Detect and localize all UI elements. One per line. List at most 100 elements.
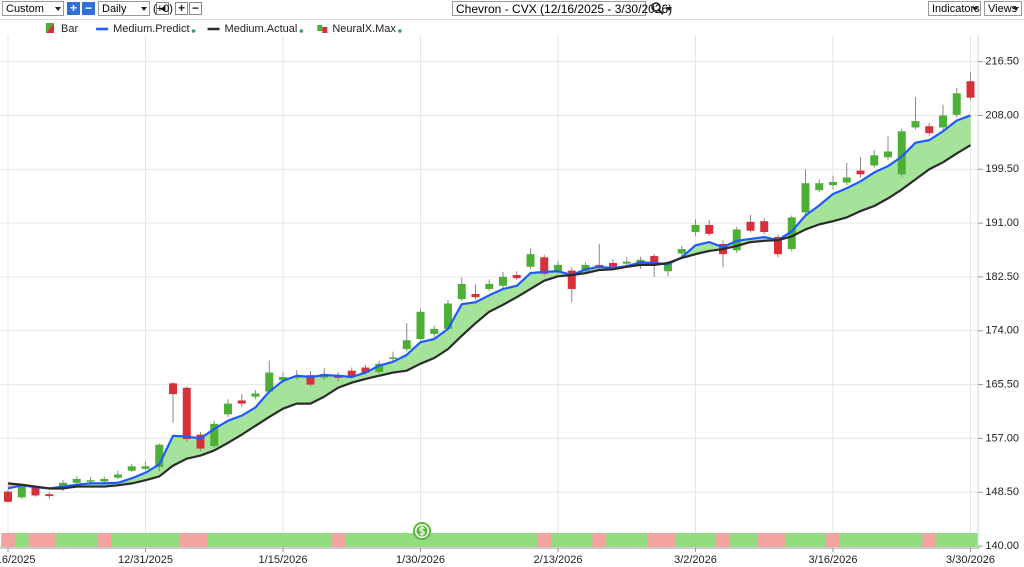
interval-label: Daily [102, 3, 127, 15]
signal-cell [702, 533, 717, 547]
candle-body [169, 383, 177, 395]
views-button[interactable]: Views [984, 1, 1022, 16]
y-tick-label: 208.00 [985, 109, 1019, 121]
signal-cell [441, 533, 456, 547]
signal-cell [111, 533, 126, 547]
candle-body [17, 486, 26, 498]
candle-body [375, 363, 384, 372]
candle-body [650, 256, 659, 264]
x-tick-label: 3/30/2026 [946, 554, 995, 566]
signal-cell [936, 533, 951, 547]
indicators-label: Indicators [932, 3, 980, 15]
candle-body [389, 357, 397, 359]
interval-select[interactable]: Daily [98, 1, 150, 16]
candle-body [897, 131, 906, 175]
signal-cell [922, 533, 937, 547]
legend-icon [322, 27, 328, 33]
x-tick-label: 3/16/2026 [809, 554, 858, 566]
signal-cell [248, 533, 263, 547]
signal-cell [537, 533, 552, 547]
signal-cell [743, 533, 758, 547]
candle-body [485, 283, 494, 289]
x-tick-label: 3/2/2026 [674, 554, 717, 566]
candle-body [114, 474, 122, 478]
candle-body [760, 221, 769, 232]
candle-body [347, 370, 356, 377]
shift-left-button[interactable]: ◂ [156, 2, 169, 15]
chart-title: Chevron - CVX (12/16/2025 - 3/30/2026) [456, 2, 673, 16]
signal-cell [56, 533, 71, 547]
candle-body [925, 126, 934, 134]
offset-minus-button[interactable]: − [189, 2, 202, 15]
signal-cell [716, 533, 731, 547]
y-tick-label: 148.50 [985, 486, 1019, 498]
candle-body [196, 434, 205, 449]
candle-body [774, 237, 782, 255]
candle-body [279, 377, 287, 381]
legend-settings-dot [191, 29, 196, 33]
signal-cell [688, 533, 703, 547]
signal-cell [69, 533, 85, 547]
candle-body [911, 121, 920, 128]
plot-area [0, 35, 980, 548]
signal-cell [784, 533, 800, 547]
signal-cell [97, 533, 112, 547]
candle-body [306, 375, 315, 385]
range-select[interactable]: Custom [2, 1, 64, 16]
signal-cell [138, 533, 153, 547]
candle-body [801, 183, 810, 213]
zoom-out-button[interactable]: − [82, 2, 95, 15]
y-tick-label: 199.50 [985, 163, 1019, 175]
signal-cell [606, 533, 621, 547]
candle-body [224, 403, 232, 415]
offset-plus-button[interactable]: + [175, 2, 188, 15]
signal-cell [592, 533, 607, 547]
signal-cell [826, 533, 841, 547]
signal-cell [798, 533, 813, 547]
y-tick-label: 157.00 [985, 432, 1019, 444]
signal-cell [509, 533, 525, 547]
legend-settings-dot [299, 29, 304, 33]
legend-label: Medium.Predict [113, 23, 189, 35]
search-button[interactable] [650, 1, 674, 17]
y-tick-label: 182.50 [985, 271, 1019, 283]
signal-cell [152, 533, 167, 547]
x-tick-label: 2/13/2026 [534, 554, 583, 566]
signal-cell [166, 533, 181, 547]
y-tick-label: 174.00 [985, 325, 1019, 337]
candle-body [581, 264, 590, 272]
candle-body [45, 494, 54, 497]
signal-cell [812, 533, 827, 547]
zoom-in-button[interactable]: + [67, 2, 80, 15]
candle-body [127, 466, 136, 471]
symbol-box[interactable]: Chevron - CVX (12/16/2025 - 3/30/2026) [452, 1, 672, 16]
signal-cell [633, 533, 648, 547]
offset-label: (+0) [153, 3, 173, 15]
signal-cell [262, 533, 277, 547]
candle-body [86, 480, 95, 482]
candle-body [870, 155, 879, 166]
candle-body [4, 491, 12, 502]
candle-body [966, 81, 975, 98]
candle-body [499, 276, 507, 286]
candle-body [402, 340, 411, 350]
candle-body [609, 263, 617, 267]
signal-cell [482, 533, 497, 547]
line-series [7, 144, 972, 490]
signal-cell [647, 533, 662, 547]
signal-cell [949, 533, 965, 547]
axes: 140.00 148.50 157.00 165.50 174.00 182.50 191.… [0, 56, 1019, 566]
candle-body [457, 283, 466, 300]
candle-body [746, 221, 755, 231]
candle-body [952, 93, 961, 115]
signal-cell [124, 533, 140, 547]
signal-cell [179, 533, 195, 547]
indicators-button[interactable]: Indicators [928, 1, 981, 16]
spread-fill [860, 171, 875, 212]
y-tick-label: 165.50 [985, 379, 1019, 391]
signal-cell [1, 533, 16, 547]
candle-body [361, 367, 370, 373]
candle-body [430, 328, 439, 334]
